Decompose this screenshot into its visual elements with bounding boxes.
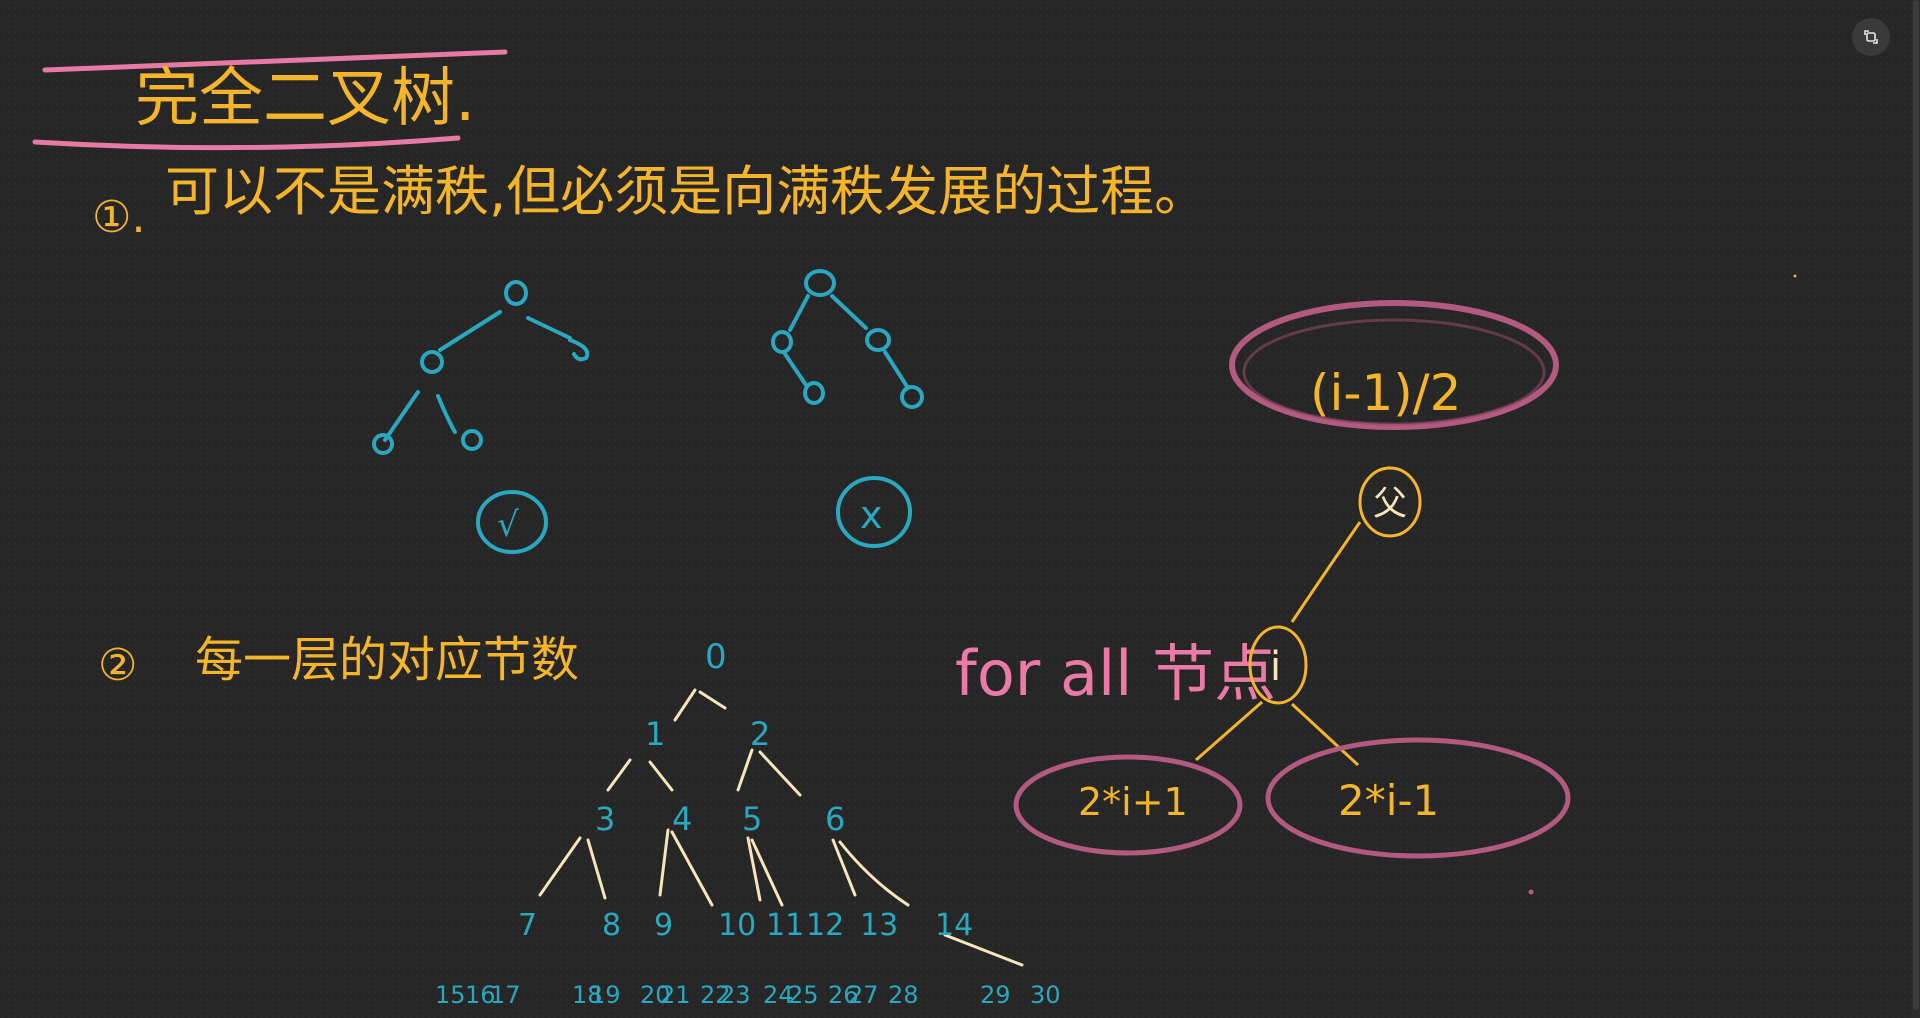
tree-node-label: 11 <box>766 908 804 943</box>
valid-mark: √ <box>497 505 519 545</box>
point2-text: 每一层的对应节数 <box>195 632 579 688</box>
page-title: 完全二叉树. <box>135 62 475 136</box>
tree-node-label: 26 <box>828 981 859 1009</box>
tree-node-label: 1 <box>645 715 665 753</box>
tree-node-label: 22 <box>700 981 731 1009</box>
tree-node-label: 7 <box>518 908 537 943</box>
tree-node-label: 20 <box>640 981 671 1009</box>
tree-node-label: 10 <box>718 908 756 943</box>
right-child-expr: 2*i-1 <box>1338 776 1439 825</box>
vertical-scrollbar[interactable] <box>1912 0 1920 1018</box>
tree-node-label: 18 <box>572 981 603 1009</box>
stray-dot <box>1528 889 1534 895</box>
tree-node-label: 30 <box>1030 981 1061 1009</box>
tree-node-label: 16 <box>465 981 496 1009</box>
stray-dot <box>1793 274 1797 278</box>
tree-node-label: 23 <box>720 981 751 1009</box>
current-node: i <box>1270 644 1281 690</box>
invalid-mark: x <box>860 493 883 537</box>
tree-node-label: 5 <box>742 800 762 838</box>
point1-marker: ①. <box>92 192 145 243</box>
tree-node-label: 3 <box>595 800 615 838</box>
point2-group: ② 每一层的对应节数 <box>98 632 579 691</box>
tree-node-label: 19 <box>590 981 621 1009</box>
tree-node-label: 13 <box>860 908 898 943</box>
formula-group: (i-1)/2 父 for all 节点 i 2*i+1 2*i-1 <box>955 300 1571 859</box>
tree-node-label: 15 <box>435 981 466 1009</box>
for-all-label: for all 节点 <box>955 637 1276 710</box>
tree-node-label: 2 <box>750 715 770 753</box>
fullscreen-button[interactable] <box>1852 18 1890 56</box>
tree-node-label: 8 <box>602 908 621 943</box>
invalid-tree <box>771 269 924 548</box>
title-group: 完全二叉树. <box>32 49 508 151</box>
tree-node-label: 25 <box>788 981 819 1009</box>
point1-group: ①. 可以不是满秩,但必须是向满秩发展的过程。 <box>92 160 1208 243</box>
point2-marker: ② <box>98 640 137 691</box>
tree-node-label: 28 <box>888 981 919 1009</box>
tree-node-label: 27 <box>848 981 879 1009</box>
tree-node-label: 12 <box>806 908 844 943</box>
left-child-expr: 2*i+1 <box>1078 780 1188 824</box>
parent-node: 父 <box>1373 484 1407 524</box>
fullscreen-icon <box>1864 30 1878 44</box>
tree-node-label: 4 <box>672 800 692 838</box>
tree-node-label: 0 <box>705 637 727 677</box>
point1-text: 可以不是满秩,但必须是向满秩发展的过程。 <box>165 160 1208 223</box>
tree-node-label: 14 <box>935 908 973 943</box>
tree-node-label: 29 <box>980 981 1011 1009</box>
tree-node-label: 6 <box>825 800 845 838</box>
parent-expr: (i-1)/2 <box>1310 364 1461 422</box>
scrollbar-thumb[interactable] <box>1913 0 1919 1010</box>
tree-node-label: 24 <box>763 981 794 1009</box>
tree-node-label: 21 <box>660 981 691 1009</box>
valid-tree <box>372 280 590 554</box>
tree-node-label: 17 <box>490 981 521 1009</box>
tree-node-label: 9 <box>654 908 673 943</box>
